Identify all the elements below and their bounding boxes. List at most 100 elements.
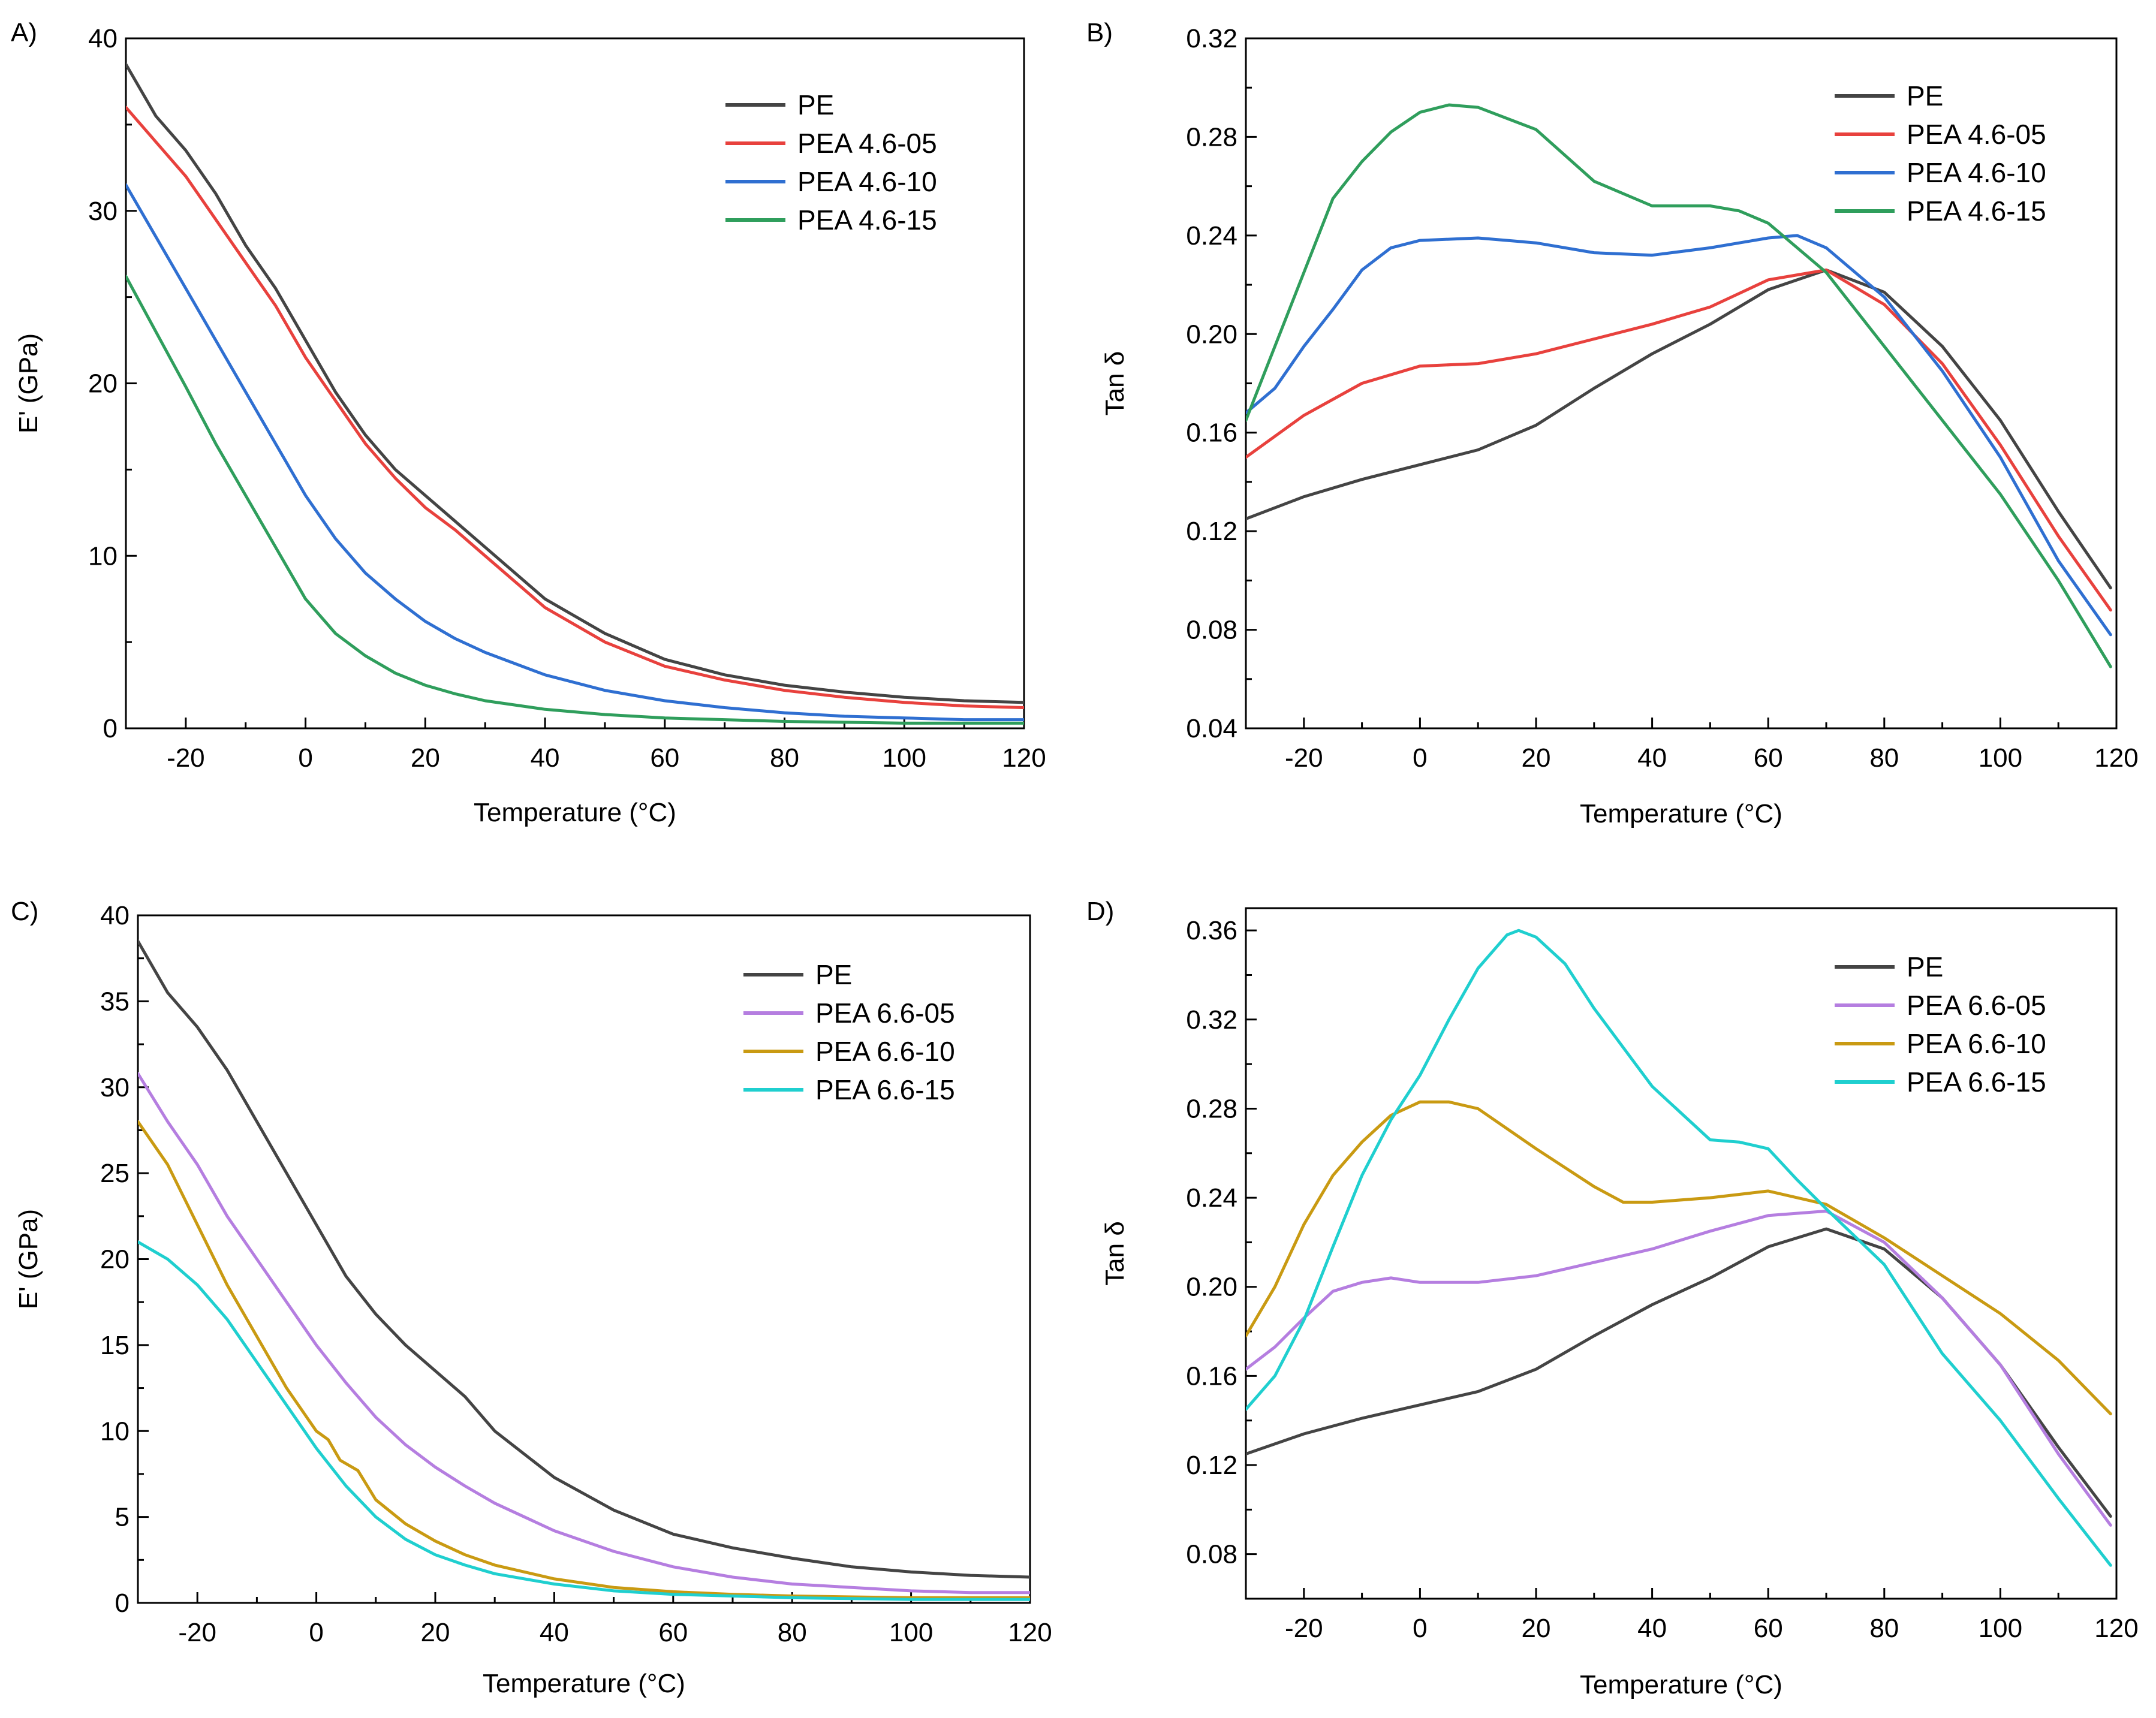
- x-tick-label-c: 100: [889, 1618, 933, 1647]
- legend-label-b-1: PEA 4.6-05: [1907, 119, 2046, 150]
- x-tick-label-d: 120: [2094, 1614, 2138, 1643]
- y-tick-label-a: 20: [88, 369, 118, 399]
- x-tick-label-a: 40: [531, 743, 560, 773]
- y-tick-label-c: 15: [100, 1331, 130, 1360]
- y-tick-label-a: 30: [88, 197, 118, 226]
- x-tick-label-b: 60: [1754, 743, 1783, 773]
- legend-label-a-2: PEA 4.6-10: [797, 166, 937, 197]
- y-tick-label-d: 0.24: [1186, 1183, 1237, 1213]
- x-tick-label-a: 20: [411, 743, 440, 773]
- y-tick-label-d: 0.36: [1186, 916, 1237, 945]
- legend-label-c-3: PEA 6.6-15: [815, 1074, 955, 1105]
- x-tick-label-d: 60: [1754, 1614, 1783, 1643]
- x-tick-label-c: -20: [178, 1618, 216, 1647]
- chart-c: -20 0 20 40 60 80 100 120 0 5 10 15 20 25 30 35 40 Temper…: [14, 901, 1052, 1698]
- y-tick-label-c: 20: [100, 1245, 130, 1274]
- x-axis-title-a: Temperature (°C): [474, 798, 676, 827]
- y-tick-label-b: 0.12: [1186, 517, 1237, 546]
- x-axis-title-d: Temperature (°C): [1580, 1670, 1782, 1699]
- legend-label-c-2: PEA 6.6-10: [815, 1036, 955, 1067]
- y-tick-label-d: 0.12: [1186, 1451, 1237, 1480]
- y-tick-label-c: 40: [100, 901, 130, 930]
- panel-label-c: C): [11, 897, 39, 926]
- series-line-c-2: [138, 1120, 1030, 1599]
- x-tick-label-c: 120: [1008, 1618, 1052, 1647]
- series-line-d-1: [1246, 1209, 2112, 1527]
- x-tick-label-a: 80: [770, 743, 799, 773]
- y-tick-label-d: 0.08: [1186, 1540, 1237, 1569]
- y-tick-label-c: 30: [100, 1073, 130, 1102]
- y-tick-label-b: 0.20: [1186, 320, 1237, 349]
- panel-label-d: D): [1086, 897, 1115, 926]
- y-tick-label-d: 0.16: [1186, 1361, 1237, 1391]
- y-axis-title-d: Tan δ: [1100, 1221, 1130, 1286]
- x-tick-label-c: 0: [309, 1618, 323, 1647]
- series-line-a-1: [126, 106, 1024, 709]
- x-tick-label-c: 80: [778, 1618, 807, 1647]
- y-tick-label-a: 0: [103, 714, 118, 743]
- y-tick-label-b: 0.08: [1186, 616, 1237, 645]
- y-tick-label-b: 0.32: [1186, 24, 1237, 53]
- series-line-d-2: [1246, 1100, 2112, 1416]
- x-tick-label-a: 60: [650, 743, 679, 773]
- legend-label-c-0: PE: [815, 959, 852, 990]
- chart-b: -20 0 20 40 60 80 100 120 0.04 0.08 0.12 0.16 0.20 0.…: [1100, 24, 2139, 828]
- x-tick-label-d: -20: [1285, 1614, 1323, 1643]
- x-tick-label-c: 60: [658, 1618, 688, 1647]
- x-tick-label-c: 20: [421, 1618, 450, 1647]
- y-axis-title-c: E' (GPa): [14, 1209, 43, 1309]
- y-tick-label-d: 0.32: [1186, 1005, 1237, 1035]
- legend-label-b-2: PEA 4.6-10: [1907, 157, 2046, 188]
- legend-label-b-3: PEA 4.6-15: [1907, 195, 2046, 227]
- series-line-a-2: [126, 183, 1024, 722]
- x-tick-label-b: 80: [1869, 743, 1899, 773]
- x-tick-label-a: 0: [298, 743, 312, 773]
- series-line-d-3: [1246, 929, 2112, 1567]
- legend-label-d-2: PEA 6.6-10: [1907, 1028, 2046, 1059]
- x-tick-label-d: 0: [1413, 1614, 1427, 1643]
- x-tick-label-b: 40: [1637, 743, 1667, 773]
- y-axis-title-a: E' (GPa): [14, 333, 43, 433]
- x-axis-title-b: Temperature (°C): [1580, 799, 1782, 828]
- y-tick-label-c: 35: [100, 987, 130, 1016]
- x-tick-label-b: -20: [1285, 743, 1323, 773]
- y-axis-title-b: Tan δ: [1100, 351, 1130, 416]
- y-tick-label-c: 0: [115, 1589, 130, 1618]
- legend-label-a-3: PEA 4.6-15: [797, 204, 937, 236]
- x-tick-label-c: 40: [540, 1618, 569, 1647]
- y-tick-label-d: 0.28: [1186, 1094, 1237, 1123]
- legend-label-a-1: PEA 4.6-05: [797, 128, 937, 159]
- series-line-b-0: [1246, 268, 2112, 590]
- series-line-b-3: [1246, 103, 2112, 668]
- x-tick-label-d: 80: [1869, 1614, 1899, 1643]
- panel-label-b: B): [1086, 18, 1113, 47]
- x-tick-label-a: 120: [1002, 743, 1046, 773]
- chart-d: -20 0 20 40 60 80 100 120 0.08 0.12 0.16 0.20 0.24 0.…: [1100, 907, 2139, 1699]
- series-line-b-2: [1246, 234, 2112, 637]
- plot-frame-d: [1245, 907, 2118, 1600]
- chart-a: -20 0 20 40 60 80 100 120 0 10 20 30 40 Temperature (…: [14, 24, 1046, 827]
- x-tick-label-d: 100: [1979, 1614, 2022, 1643]
- legend-label-d-0: PE: [1907, 951, 1943, 982]
- x-tick-label-b: 100: [1979, 743, 2022, 773]
- x-tick-label-b: 120: [2094, 743, 2138, 773]
- x-tick-label-d: 40: [1637, 1614, 1667, 1643]
- y-tick-label-c: 5: [115, 1503, 130, 1532]
- series-line-c-0: [138, 939, 1030, 1579]
- series-line-c-3: [138, 1240, 1030, 1601]
- legend-label-a-0: PE: [797, 89, 834, 120]
- legend-label-d-1: PEA 6.6-05: [1907, 990, 2046, 1021]
- y-tick-label-b: 0.16: [1186, 418, 1237, 448]
- y-tick-label-b: 0.24: [1186, 221, 1237, 251]
- x-tick-label-d: 20: [1522, 1614, 1551, 1643]
- x-tick-label-b: 20: [1522, 743, 1551, 773]
- y-tick-label-a: 40: [88, 24, 118, 53]
- x-tick-label-a: 100: [883, 743, 926, 773]
- series-line-b-1: [1246, 268, 2112, 612]
- y-tick-label-a: 10: [88, 541, 118, 571]
- series-line-c-1: [138, 1072, 1030, 1595]
- legend-label-c-1: PEA 6.6-05: [815, 997, 955, 1029]
- y-tick-label-c: 25: [100, 1159, 130, 1188]
- y-tick-label-d: 0.20: [1186, 1273, 1237, 1302]
